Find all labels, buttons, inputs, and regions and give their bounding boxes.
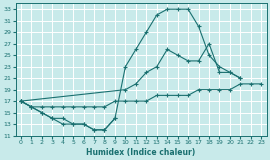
X-axis label: Humidex (Indice chaleur): Humidex (Indice chaleur) [86,148,196,156]
